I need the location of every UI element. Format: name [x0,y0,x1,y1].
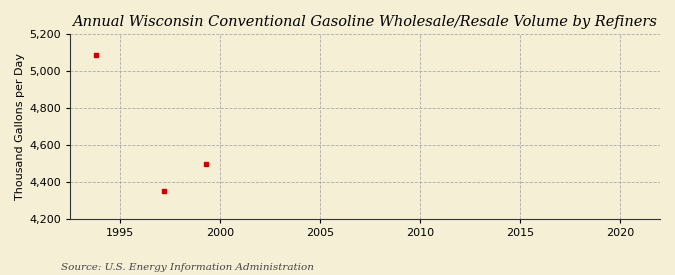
Text: Source: U.S. Energy Information Administration: Source: U.S. Energy Information Administ… [61,263,314,272]
Title: Annual Wisconsin Conventional Gasoline Wholesale/Resale Volume by Refiners: Annual Wisconsin Conventional Gasoline W… [72,15,657,29]
Y-axis label: Thousand Gallons per Day: Thousand Gallons per Day [15,53,25,200]
